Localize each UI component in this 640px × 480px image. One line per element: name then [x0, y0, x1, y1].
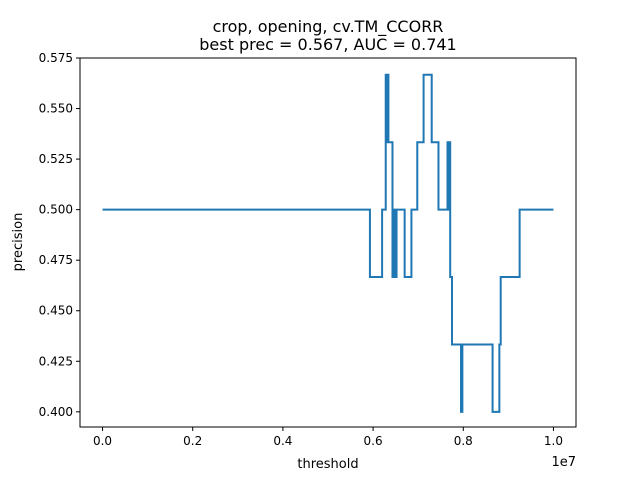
- y-tick-label: 0.550: [39, 102, 73, 116]
- x-tick-label: 0.2: [183, 434, 202, 448]
- x-tick-label: 0.0: [93, 434, 112, 448]
- x-tick-label: 0.6: [364, 434, 383, 448]
- y-tick-label: 0.575: [39, 51, 73, 65]
- y-axis-label: precision: [11, 213, 26, 272]
- x-tick-label: 0.4: [273, 434, 292, 448]
- y-tick-label: 0.400: [39, 405, 73, 419]
- x-axis-offset-label: 1e7: [551, 455, 576, 470]
- series-line-precision: [102, 73, 554, 413]
- chart-title-line2: best prec = 0.567, AUC = 0.741: [199, 35, 456, 54]
- plot-frame: [79, 57, 577, 428]
- y-tick-label: 0.475: [39, 253, 73, 267]
- y-tick-label: 0.450: [39, 304, 73, 318]
- y-tick-label: 0.500: [39, 203, 73, 217]
- x-tick-label: 0.8: [454, 434, 473, 448]
- y-tick-label: 0.425: [39, 354, 73, 368]
- x-axis: 0.0 0.2 0.4 0.6 0.8 1.0: [93, 427, 563, 448]
- chart-title-line1: crop, opening, cv.TM_CCORR: [213, 17, 444, 37]
- x-axis-label: threshold: [297, 457, 358, 472]
- x-tick-label: 1.0: [544, 434, 563, 448]
- y-axis: 0.400 0.425 0.450 0.475 0.500 0.525 0.550 0.575: [39, 51, 80, 419]
- y-tick-label: 0.525: [39, 152, 73, 166]
